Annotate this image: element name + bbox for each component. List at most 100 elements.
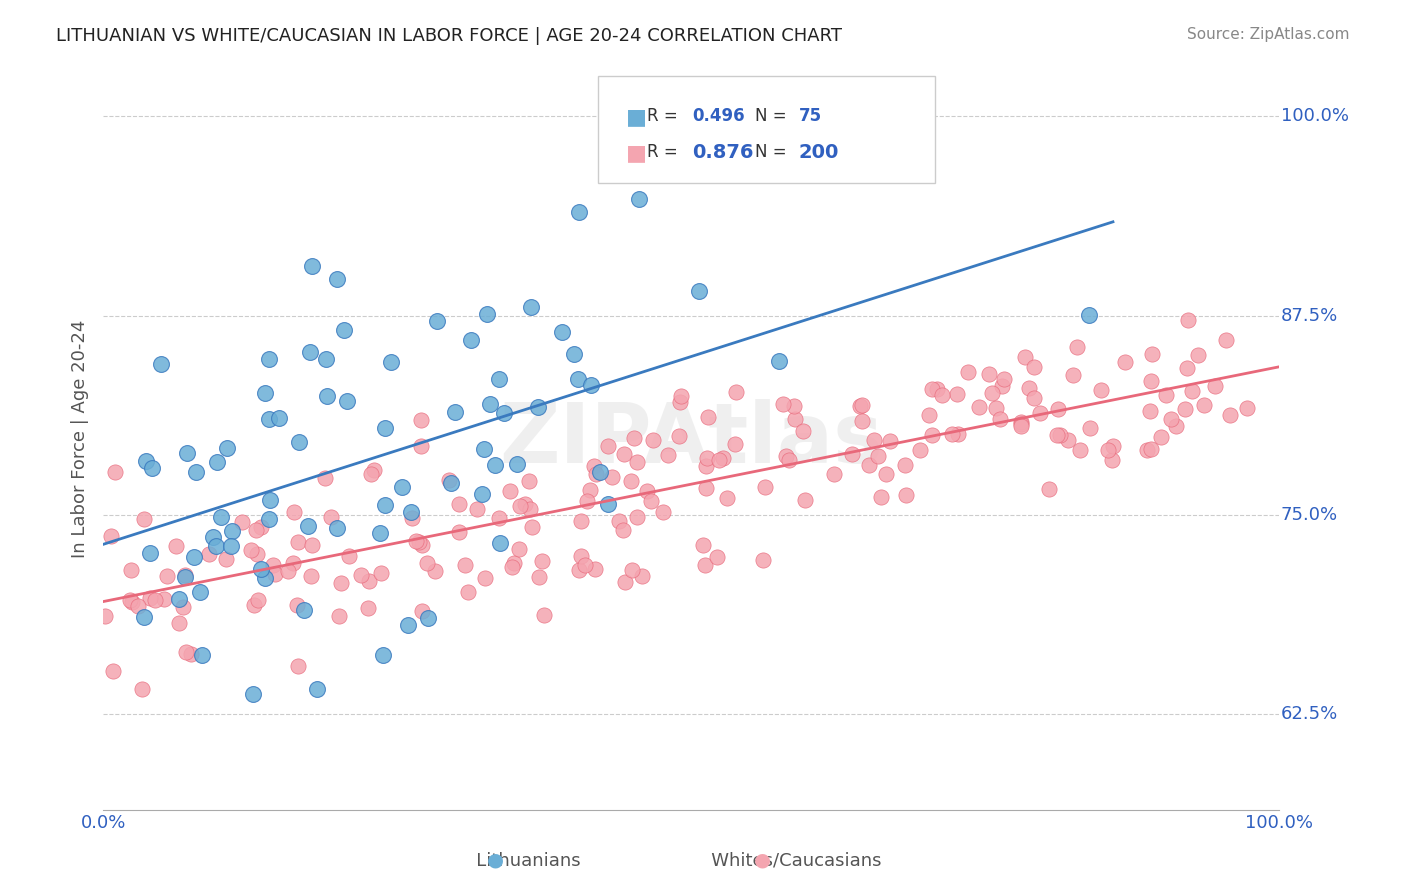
- Point: [315, 389, 337, 403]
- Point: [209, 510, 232, 524]
- Point: [918, 408, 941, 422]
- Point: [513, 498, 536, 512]
- Point: [600, 470, 623, 484]
- Point: [695, 481, 717, 495]
- Point: [370, 566, 392, 581]
- Point: [135, 454, 157, 468]
- Point: [894, 458, 917, 472]
- Point: [695, 459, 717, 474]
- Point: [851, 397, 873, 411]
- Point: [569, 549, 592, 563]
- Point: [474, 571, 496, 585]
- Point: [1097, 442, 1119, 457]
- Point: [325, 521, 347, 535]
- Point: [287, 658, 309, 673]
- Point: [849, 400, 872, 414]
- Point: [245, 523, 267, 537]
- Point: [396, 618, 419, 632]
- Point: [589, 466, 612, 480]
- Point: [1142, 347, 1164, 361]
- Text: 100.0%: 100.0%: [1281, 107, 1348, 126]
- Point: [191, 648, 214, 662]
- Point: [184, 465, 207, 479]
- Point: [472, 442, 495, 457]
- Point: [319, 509, 342, 524]
- Text: R =: R =: [647, 107, 683, 125]
- Text: Source: ZipAtlas.com: Source: ZipAtlas.com: [1187, 27, 1350, 42]
- Point: [1114, 354, 1136, 368]
- Point: [374, 421, 396, 435]
- Point: [416, 557, 439, 571]
- Point: [1160, 412, 1182, 426]
- Point: [1090, 383, 1112, 397]
- Point: [1022, 392, 1045, 406]
- Point: [709, 452, 731, 467]
- Point: [315, 351, 337, 366]
- Point: [921, 428, 943, 442]
- Point: [509, 499, 531, 513]
- Point: [1187, 348, 1209, 362]
- Point: [1022, 360, 1045, 375]
- Point: [620, 475, 643, 489]
- Text: R =: R =: [647, 143, 683, 161]
- Point: [167, 591, 190, 606]
- Point: [488, 536, 510, 550]
- Point: [401, 511, 423, 525]
- Point: [499, 484, 522, 499]
- Point: [696, 410, 718, 425]
- Point: [778, 452, 800, 467]
- Point: [408, 535, 430, 549]
- Point: [609, 514, 631, 528]
- Point: [643, 433, 665, 447]
- Point: [946, 386, 969, 401]
- Point: [1010, 417, 1032, 431]
- Point: [336, 393, 359, 408]
- Point: [132, 610, 155, 624]
- Point: [153, 591, 176, 606]
- Point: [333, 323, 356, 337]
- Point: [1010, 418, 1032, 433]
- Point: [551, 325, 574, 339]
- Point: [623, 431, 645, 445]
- Point: [527, 570, 550, 584]
- Point: [267, 411, 290, 425]
- Point: [841, 447, 863, 461]
- Point: [143, 592, 166, 607]
- Point: [752, 553, 775, 567]
- Point: [1154, 388, 1177, 402]
- Point: [242, 687, 264, 701]
- Point: [174, 568, 197, 582]
- Point: [1204, 379, 1226, 393]
- Point: [423, 565, 446, 579]
- Point: [1181, 384, 1204, 398]
- Point: [706, 549, 728, 564]
- Point: [508, 541, 530, 556]
- Point: [259, 493, 281, 508]
- Text: 75: 75: [799, 107, 821, 125]
- Point: [370, 525, 392, 540]
- Point: [183, 549, 205, 564]
- Point: [262, 558, 284, 573]
- Point: [768, 354, 790, 368]
- Point: [1164, 419, 1187, 434]
- Point: [1136, 442, 1159, 457]
- Point: [568, 205, 591, 219]
- Point: [176, 446, 198, 460]
- Point: [411, 413, 433, 427]
- Point: [875, 467, 897, 482]
- Point: [174, 569, 197, 583]
- Point: [484, 458, 506, 472]
- Point: [1236, 401, 1258, 416]
- Point: [1101, 452, 1123, 467]
- Point: [946, 427, 969, 442]
- Point: [94, 609, 117, 624]
- Text: 75.0%: 75.0%: [1281, 506, 1339, 524]
- Point: [190, 585, 212, 599]
- Point: [792, 425, 814, 439]
- Point: [443, 405, 465, 419]
- Point: [411, 439, 433, 453]
- Point: [583, 459, 606, 474]
- Point: [139, 545, 162, 559]
- Point: [243, 598, 266, 612]
- Point: [253, 571, 276, 585]
